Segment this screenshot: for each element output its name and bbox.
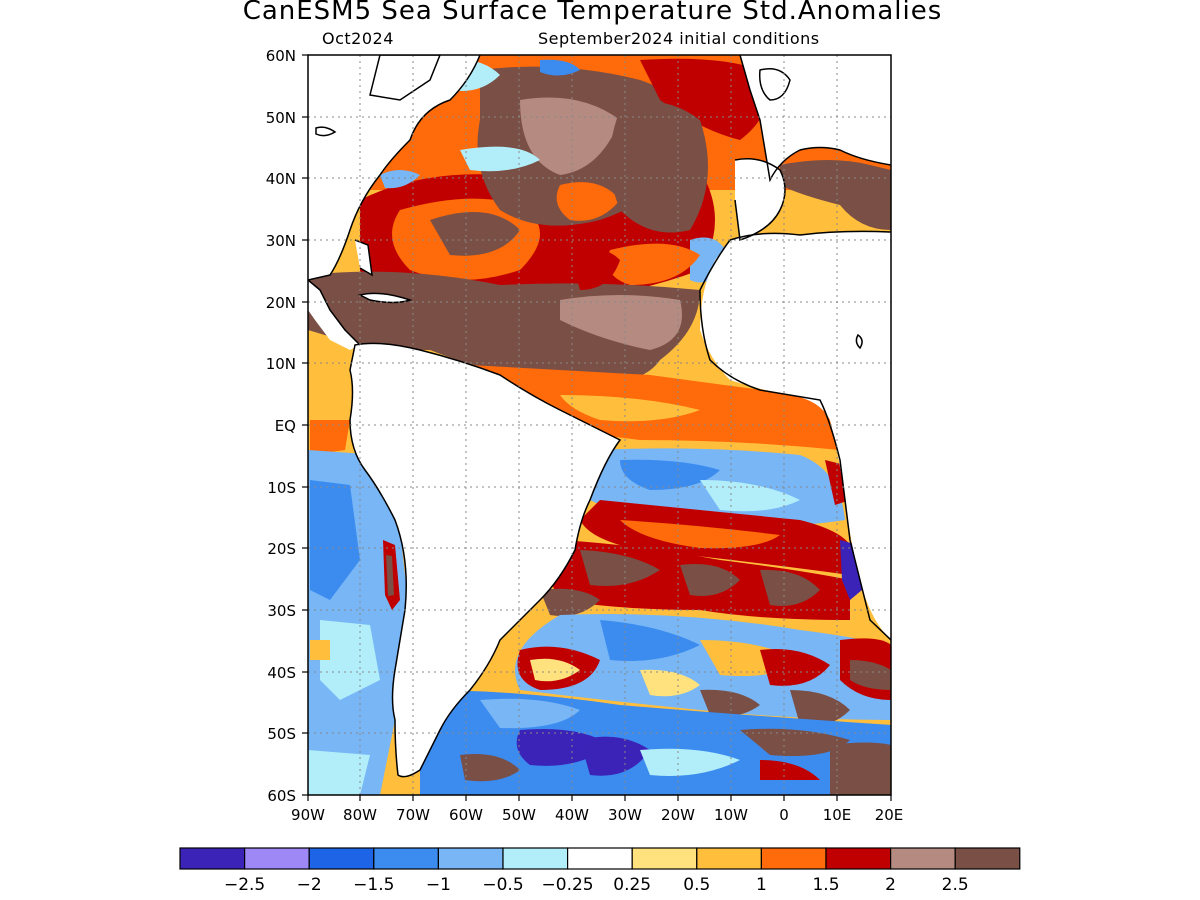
- colorbar-swatch: [696, 847, 762, 870]
- lon-label: 20W: [661, 806, 695, 824]
- lat-label: 40N: [266, 170, 296, 188]
- gridlines: [308, 55, 891, 795]
- latitude-labels: 60N 50N 40N 30N 20N 10N EQ 10S 20S 30S 4…: [266, 47, 296, 805]
- colorbar-label: −2.5: [224, 875, 265, 895]
- lat-label: EQ: [275, 417, 296, 435]
- lat-label: 30S: [267, 602, 296, 620]
- longitude-labels: 90W 80W 70W 60W 50W 40W 30W 20W 10W 0 10…: [291, 806, 903, 824]
- colorbar-label: 2: [885, 875, 896, 895]
- colorbar: −2.5 −2 −1.5 −1 −0.5 −0.25 0.25 0.5 1 1.5 2 2.5: [179, 847, 1021, 895]
- lat-label: 10N: [266, 355, 296, 373]
- colorbar-label: −1: [426, 875, 451, 895]
- lon-label: 10W: [714, 806, 748, 824]
- colorbar-label: 0.25: [613, 875, 651, 895]
- lon-label: 10E: [823, 806, 852, 824]
- colorbar-swatch: [889, 847, 956, 870]
- lat-label: 40S: [267, 664, 296, 682]
- lat-label: 50S: [267, 725, 296, 743]
- initial-conditions-label: September2024 initial conditions: [538, 29, 820, 48]
- colorbar-swatch: [244, 847, 310, 870]
- axis-ticks: [302, 54, 892, 801]
- colorbar-swatch: [954, 847, 1021, 870]
- colorbar-label: 1: [756, 875, 767, 895]
- colorbar-swatch: [179, 847, 246, 870]
- coastlines: [308, 55, 891, 778]
- colorbar-swatch: [373, 847, 439, 870]
- lat-label: 30N: [266, 232, 296, 250]
- colorbar-swatch: [825, 847, 892, 870]
- lat-label: 50N: [266, 109, 296, 127]
- lon-label: 20E: [875, 806, 904, 824]
- anomaly-field: [308, 55, 891, 795]
- colorbar-swatch: [631, 847, 698, 870]
- colorbar-swatch: [760, 847, 827, 870]
- map-title: CanESM5 Sea Surface Temperature Std.Anom…: [242, 0, 943, 26]
- colorbar-swatch: [437, 847, 504, 870]
- lat-label: 60S: [267, 787, 296, 805]
- lon-label: 50W: [502, 806, 536, 824]
- colorbar-label: −2: [297, 875, 322, 895]
- colorbar-label: 1.5: [812, 875, 839, 895]
- colorbar-label: −0.25: [542, 875, 594, 895]
- colorbar-swatch: [308, 847, 375, 870]
- colorbar-label: −0.5: [482, 875, 523, 895]
- colorbar-label: 0.5: [683, 875, 710, 895]
- lon-label: 80W: [343, 806, 377, 824]
- colorbar-label: −1.5: [353, 875, 394, 895]
- lon-label: 70W: [396, 806, 430, 824]
- forecast-month: Oct2024: [322, 29, 394, 48]
- lon-label: 60W: [449, 806, 483, 824]
- lat-label: 60N: [266, 47, 296, 65]
- lat-label: 10S: [267, 479, 296, 497]
- colorbar-swatch: [502, 847, 569, 870]
- colorbar-label: 2.5: [942, 875, 969, 895]
- lon-label: 40W: [555, 806, 589, 824]
- lon-label: 90W: [291, 806, 325, 824]
- lat-label: 20N: [266, 294, 296, 312]
- lat-label: 20S: [267, 540, 296, 558]
- lon-label: 0: [779, 806, 789, 824]
- lon-label: 30W: [608, 806, 642, 824]
- colorbar-swatch: [566, 847, 633, 870]
